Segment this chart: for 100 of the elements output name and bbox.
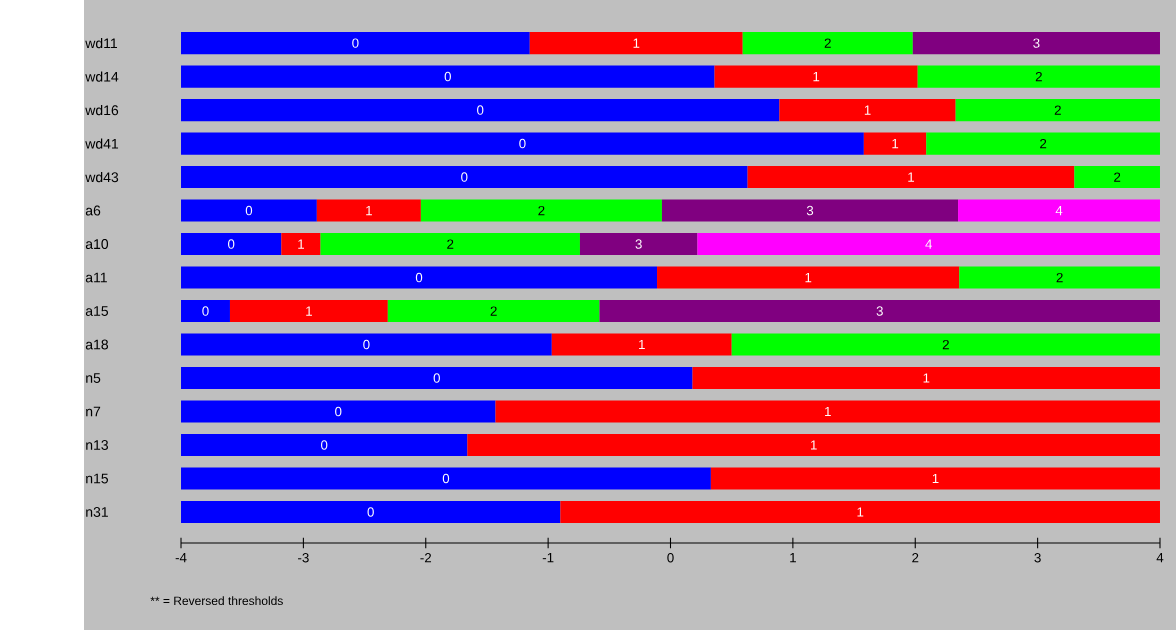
bar [467,433,1160,457]
text: 1 [923,373,930,383]
x-tick-label: 0 [667,553,674,563]
text: 1 [908,172,915,182]
text: 0 [245,205,253,216]
text: 2 [942,339,949,350]
text: 3 [635,239,642,249]
text: 0 [415,272,423,283]
text: 4 [925,239,933,249]
bar [1074,166,1160,189]
bar [181,433,468,457]
x-tick-label: 4 [1156,553,1164,563]
series-label: 4 [1055,205,1063,216]
x-tick-label: -1 [542,553,554,563]
bar [181,266,658,289]
bar [181,233,282,256]
y-tick-label: wd43 [85,171,119,183]
text: 2 [447,239,454,249]
y-tick-label: n5 [86,373,101,383]
bar [742,32,913,55]
y-tick-label: a18 [85,339,109,350]
text: 1 [805,272,812,283]
bar [181,467,711,490]
text: 2 [1035,71,1042,82]
text: 0 [367,507,374,517]
text: 1 [857,507,864,517]
bar [599,299,1160,323]
text: 1 [298,239,304,249]
y-tick-label: n7 [86,406,101,417]
bar [710,467,1160,490]
bar [181,500,561,524]
text: 0 [202,306,209,316]
text: 1 [825,406,831,417]
text: 0 [442,473,450,484]
bar [692,366,1160,390]
text: 0 [352,38,359,48]
bar [747,166,1075,189]
bar [731,333,1160,356]
x-tick-label: 3 [1034,553,1041,563]
bar [181,366,693,390]
bar [229,299,388,323]
text: 0 [444,71,451,82]
bar [926,132,1160,155]
bar [181,32,530,55]
y-tick-label: a6 [85,205,101,216]
bar [181,166,748,189]
bar [387,299,600,323]
text: 1 [892,138,899,149]
bar [657,266,960,289]
bar [912,32,1160,55]
text: 1 [366,205,372,216]
text: 3 [1033,38,1040,48]
x-tick-label: 2 [912,553,919,563]
text: 1 [633,38,640,48]
text: 0 [477,105,484,115]
bar [958,199,1160,222]
x-tick-label: 1 [790,553,796,563]
text: 0 [228,239,235,249]
bar [181,132,864,155]
bar [495,400,1160,423]
bar [181,400,496,423]
bar [714,65,918,88]
bar [959,266,1160,289]
text: 0 [335,406,342,417]
x-tick-label: -4 [175,553,187,563]
bar [697,233,1160,256]
text: 1 [932,473,939,484]
text: 2 [1040,138,1047,149]
x-tick-label: -3 [298,553,309,563]
y-tick-label: a10 [85,239,109,250]
bar [661,199,959,222]
bar [316,199,421,222]
bar [917,65,1160,88]
text: 2 [824,38,831,48]
text: 0 [519,138,526,149]
series-label: 1 [639,339,645,350]
bar [181,199,317,222]
bar [863,132,927,155]
y-tick-label: n13 [86,440,109,450]
text: 2 [1114,172,1121,182]
text: 2 [1054,105,1061,115]
bar [955,99,1160,122]
text: 0 [321,440,328,450]
x-tick-label: -2 [420,553,432,563]
y-tick-label: n31 [86,507,108,517]
y-tick-label: a15 [85,306,109,316]
bar [551,333,732,356]
text: 1 [864,105,871,115]
bar [181,333,552,356]
text: 1 [306,306,312,316]
bar [560,500,1160,524]
y-tick-label: wd41 [85,138,119,149]
text: ** = Reversed thresholds [150,596,283,606]
bar [420,199,662,222]
series-label: 3 [876,306,883,316]
y-tick-label: wd14 [85,71,119,82]
text: 1 [811,440,817,450]
series-label: 0 [461,172,468,182]
text: 2 [538,205,545,216]
bar [181,99,780,122]
